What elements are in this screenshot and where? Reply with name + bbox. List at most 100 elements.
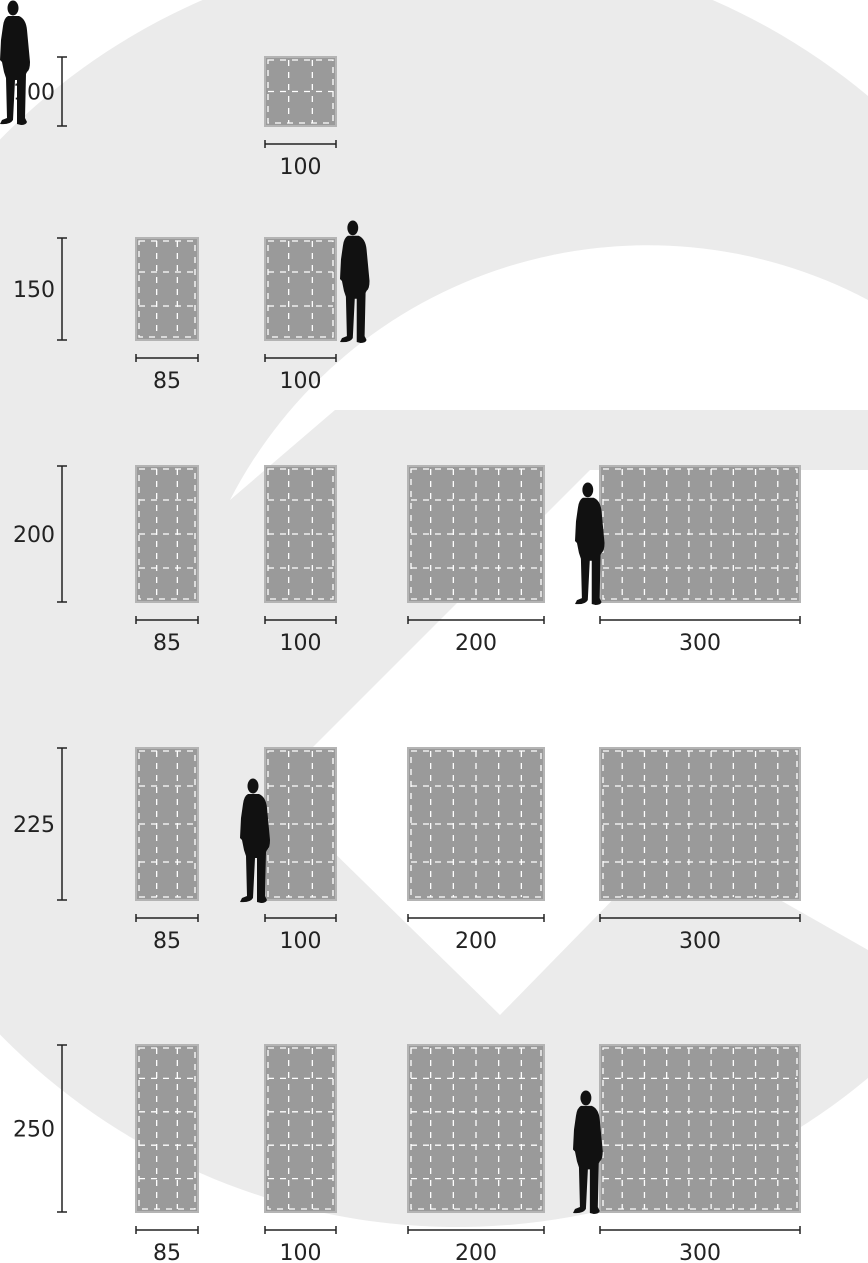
width-dimension xyxy=(407,1226,545,1234)
panel-grid xyxy=(602,1047,798,1210)
panel-inner-border xyxy=(138,750,196,898)
row-200: 200 85 100 200 300 xyxy=(13,465,801,656)
panel-rect xyxy=(135,237,199,341)
person-head xyxy=(7,0,19,16)
width-dimension xyxy=(264,140,337,148)
panel-grid xyxy=(138,1047,196,1210)
panel-grid xyxy=(602,750,798,898)
person-head xyxy=(347,220,359,236)
person-silhouette-icon xyxy=(0,0,30,125)
panel-grid xyxy=(267,1047,334,1210)
panel-grid xyxy=(267,59,334,124)
panel-grid xyxy=(138,468,196,600)
height-dimension xyxy=(57,465,67,603)
height-label: 250 xyxy=(13,1118,55,1143)
panel-85: 85 xyxy=(135,747,199,954)
person-body xyxy=(340,235,370,343)
panel-inner-border xyxy=(602,1047,798,1210)
person-head xyxy=(582,482,594,498)
width-dimension xyxy=(407,616,545,624)
width-dimension xyxy=(599,1226,801,1234)
width-dimension xyxy=(264,914,337,922)
height-label: 200 xyxy=(13,523,55,548)
width-label: 200 xyxy=(455,929,497,954)
panel-rect xyxy=(264,747,337,901)
panel-grid xyxy=(602,468,798,600)
width-dimension xyxy=(135,914,199,922)
person-silhouette-icon xyxy=(573,1090,603,1214)
person-silhouette-icon xyxy=(240,778,270,903)
panel-rect xyxy=(599,1044,801,1213)
person-head xyxy=(247,778,259,794)
panel-100: 100 xyxy=(264,56,337,180)
panel-inner-border xyxy=(267,1047,334,1210)
panel-200: 200 xyxy=(407,1044,545,1263)
person-silhouette-icon xyxy=(340,220,370,343)
panel-rect xyxy=(264,56,337,127)
panel-85: 85 xyxy=(135,237,199,394)
row-150: 150 85 100 xyxy=(13,237,337,394)
person-silhouette-icon xyxy=(575,482,605,605)
panel-inner-border xyxy=(138,1047,196,1210)
panel-200: 200 xyxy=(407,747,545,954)
width-dimension xyxy=(135,1226,199,1234)
row-225: 225 85 100 200 300 xyxy=(13,747,801,954)
width-label: 200 xyxy=(455,1241,497,1263)
width-label: 100 xyxy=(280,1241,322,1263)
panel-grid xyxy=(267,468,334,600)
height-label: 225 xyxy=(13,813,55,838)
width-label: 85 xyxy=(153,1241,181,1263)
panel-inner-border xyxy=(602,468,798,600)
person-body xyxy=(240,794,270,903)
width-label: 200 xyxy=(455,631,497,656)
width-label: 85 xyxy=(153,369,181,394)
panel-inner-border xyxy=(267,240,334,338)
width-label: 100 xyxy=(280,631,322,656)
height-dimension xyxy=(57,56,67,127)
width-label: 300 xyxy=(679,929,721,954)
panel-grid xyxy=(138,750,196,898)
panel-grid xyxy=(267,240,334,338)
panel-200: 200 xyxy=(407,465,545,656)
width-label: 85 xyxy=(153,929,181,954)
width-dimension xyxy=(135,354,199,362)
width-label: 100 xyxy=(280,369,322,394)
panel-rect xyxy=(407,1044,545,1213)
panel-300: 300 xyxy=(599,1044,801,1263)
width-label: 100 xyxy=(280,929,322,954)
panel-rect xyxy=(264,237,337,341)
person-body xyxy=(0,16,30,125)
panel-300: 300 xyxy=(599,465,801,656)
width-dimension xyxy=(264,354,337,362)
panel-grid xyxy=(410,468,542,600)
panel-inner-border xyxy=(138,240,196,338)
width-label: 85 xyxy=(153,631,181,656)
height-dimension xyxy=(57,747,67,901)
panel-300: 300 xyxy=(599,747,801,954)
panel-grid xyxy=(410,1047,542,1210)
height-label: 150 xyxy=(13,278,55,303)
height-dimension xyxy=(57,1044,67,1213)
panel-rect xyxy=(264,465,337,603)
panel-rect xyxy=(135,1044,199,1213)
width-dimension xyxy=(599,914,801,922)
person-body xyxy=(575,497,605,605)
width-dimension xyxy=(599,616,801,624)
width-label: 300 xyxy=(679,1241,721,1263)
panel-100: 100 xyxy=(264,465,337,656)
panel-grid xyxy=(138,240,196,338)
row-250: 250 85 100 200 300 xyxy=(13,1044,801,1263)
panel-100: 100 xyxy=(264,1044,337,1263)
width-dimension xyxy=(135,616,199,624)
panel-inner-border xyxy=(138,468,196,600)
panel-rect xyxy=(264,1044,337,1213)
width-dimension xyxy=(264,1226,337,1234)
panel-85: 85 xyxy=(135,1044,199,1263)
width-label: 100 xyxy=(280,155,322,180)
width-dimension xyxy=(264,616,337,624)
panel-100: 100 xyxy=(264,237,337,394)
panel-grid xyxy=(410,750,542,898)
panel-85: 85 xyxy=(135,465,199,656)
